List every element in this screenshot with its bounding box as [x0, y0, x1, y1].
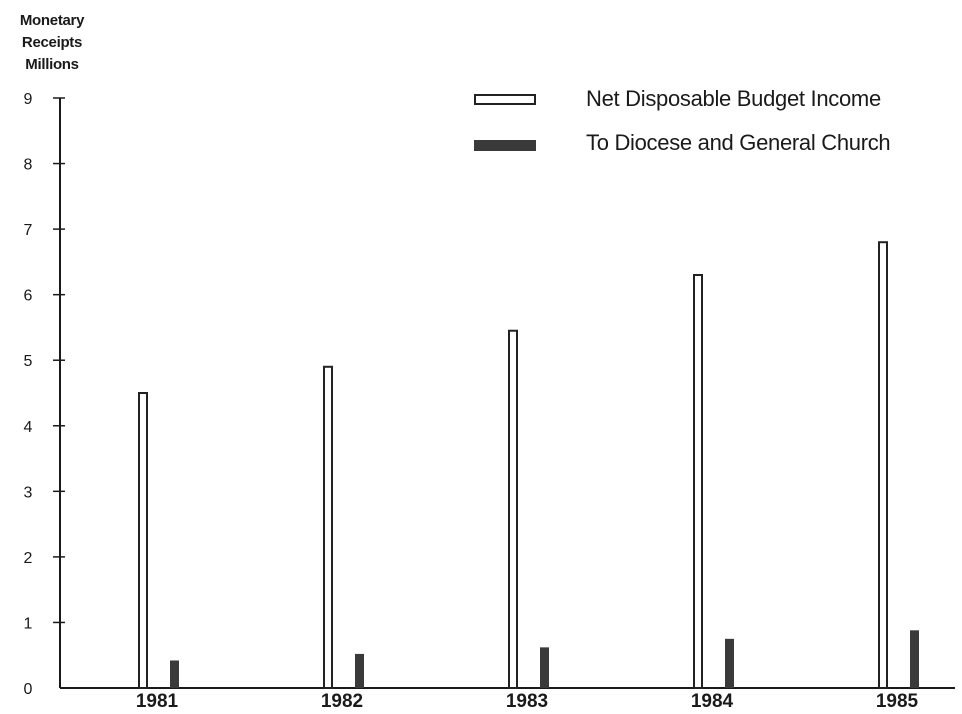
chart-axes [59, 98, 955, 689]
legend-label: Net Disposable Budget Income [586, 86, 881, 111]
bar-diocese-1983 [540, 647, 549, 688]
y-axis-label-line: Monetary [19, 12, 85, 29]
bar-net-disposable-1984 [693, 274, 703, 689]
bar-diocese-1981 [170, 660, 179, 688]
x-tick-label: 1981 [136, 691, 179, 712]
y-tick-label: 1 [24, 615, 33, 632]
y-tick-label: 3 [24, 484, 33, 501]
y-tick-label: 9 [24, 91, 33, 108]
y-axis-label: Monetary Receipts Millions [12, 10, 92, 76]
legend-label: To Diocese and General Church [586, 130, 891, 155]
x-axis-labels: 1981 1982 1983 1984 1985 [136, 691, 919, 712]
bar-net-disposable-1982 [323, 365, 333, 689]
bar-diocese-1984 [725, 638, 734, 688]
y-tick-label: 7 [24, 222, 33, 239]
y-tick-label: 0 [24, 681, 33, 698]
legend-swatch-filled [474, 140, 536, 151]
y-tick-label: 2 [24, 550, 33, 567]
y-tick-label: 4 [24, 419, 33, 436]
y-tick-label: 6 [24, 288, 33, 305]
bar-diocese-1982 [355, 653, 364, 688]
y-tick-label: 8 [24, 157, 33, 174]
y-axis-label-line: Millions [25, 56, 79, 73]
y-axis-ticks: 0 1 2 3 4 5 6 7 8 9 [24, 91, 65, 698]
y-tick-label: 5 [24, 353, 33, 370]
x-tick-label: 1982 [321, 691, 363, 712]
bar-net-disposable-1985 [878, 241, 888, 689]
x-tick-label: 1984 [691, 691, 734, 712]
x-tick-label: 1985 [876, 691, 919, 712]
bar-net-disposable-1981 [138, 392, 148, 689]
bar-diocese-1985 [910, 630, 919, 688]
bar-net-disposable-1983 [508, 329, 518, 689]
legend-swatch-outline [474, 94, 536, 105]
y-axis-label-line: Receipts [21, 34, 83, 51]
bars [138, 241, 919, 689]
x-tick-label: 1983 [506, 691, 548, 712]
